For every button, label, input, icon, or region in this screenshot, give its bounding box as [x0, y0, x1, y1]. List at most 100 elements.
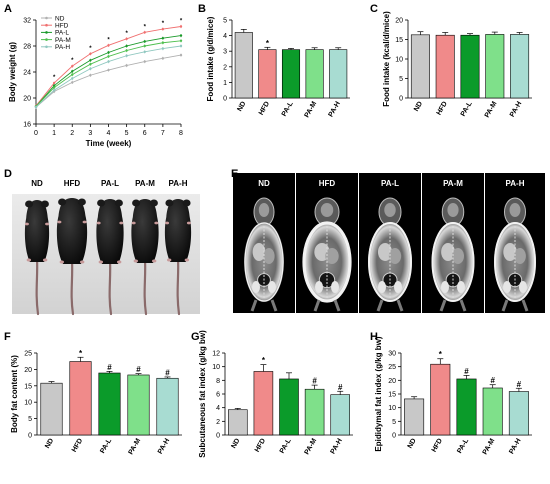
legend-label-pa-l: PA-L [55, 30, 69, 37]
mouse-paw [131, 221, 136, 225]
bar-pa-m [485, 34, 505, 99]
y-axis-label: Epididymal fat index (g/kg bw) [374, 336, 383, 451]
data-point [71, 70, 74, 73]
bar-pa-l [281, 49, 301, 99]
y-tick-label: 12 [212, 351, 220, 358]
data-point [89, 67, 92, 70]
legend-marker [45, 16, 48, 20]
y-tick-label: 5 [223, 18, 227, 25]
bar-hfd [435, 34, 455, 99]
data-point [161, 41, 165, 44]
x-tick-label: 7 [161, 130, 165, 137]
significance-mark: # [312, 377, 317, 386]
category-label: PA-M [482, 437, 497, 456]
mri-fat-pad [441, 281, 449, 293]
significance-mark: * [162, 21, 165, 27]
significance-mark: # [490, 376, 495, 385]
data-point [107, 44, 110, 47]
mri-fat-pad [378, 281, 386, 293]
data-point [71, 64, 74, 68]
body-fat-content-bar-chart: 0 5 10 15 20 25 Body fat content (%) ND * HFD # PA-… [10, 349, 182, 456]
bar-pa-h [508, 391, 529, 436]
x-axis-label: Time (week) [86, 139, 132, 148]
mouse-body [56, 198, 88, 264]
photo-header-hfd: HFD [64, 179, 81, 188]
category-label: HFD [258, 101, 271, 117]
category-label: PA-H [330, 438, 344, 456]
data-point [71, 77, 74, 80]
mri-fat-pad [268, 281, 276, 293]
y-tick-label: 10 [395, 57, 403, 64]
data-point [143, 60, 146, 63]
bar-pa-l [456, 378, 477, 436]
panel-label-g: G [191, 331, 200, 343]
data-point [125, 37, 128, 41]
y-tick-label: 1 [223, 80, 227, 87]
mouse-paw [133, 259, 139, 263]
mouse-paw [186, 221, 191, 225]
mouse-ear [25, 200, 34, 208]
mouse-ear [114, 199, 123, 207]
data-point [179, 25, 183, 28]
y-tick-label: 5 [28, 416, 32, 423]
photo-header-pa-h: PA-H [169, 179, 188, 188]
mouse-ear [97, 199, 106, 207]
mri-legs [250, 299, 278, 312]
mouse-ear [149, 199, 158, 207]
category-label: PA-L [279, 437, 293, 455]
mouse-ear [40, 200, 49, 208]
mri-fat-pad [315, 281, 323, 293]
food-intake-g-bar-chart: 0 1 2 3 4 5 Food intake (g/d/mice) ND * HFD PA-L PA… [206, 16, 350, 119]
photo-header-pa-m: PA-M [135, 179, 155, 188]
x-tick-label: 2 [70, 130, 74, 137]
y-tick-label: 30 [388, 351, 396, 358]
data-point [52, 84, 56, 87]
legend-label-pa-m: PA-M [55, 37, 71, 44]
mri-organ [388, 248, 402, 264]
data-point [52, 86, 56, 89]
bar-pa-h [510, 34, 530, 99]
y-tick-label: 3 [223, 49, 227, 56]
bar-pa-m [482, 387, 503, 436]
panel-label-a: A [4, 3, 12, 15]
panel-label-h: H [370, 331, 378, 343]
bar-hfd [430, 363, 451, 436]
y-axis-label: Subcutaneous fat index (g/kg bw) [198, 330, 207, 458]
significance-mark: * [53, 75, 56, 81]
data-point [161, 47, 165, 50]
y-axis-label: Body weight (g) [8, 42, 17, 102]
y-tick-label: 2 [216, 419, 220, 426]
y-tick-label: 0 [399, 96, 403, 103]
mri-legs [439, 299, 467, 312]
mri-legs [376, 299, 404, 312]
bar-pa-m [304, 388, 325, 436]
mouse-paw [26, 258, 32, 262]
significance-mark: * [89, 46, 92, 52]
data-point [125, 44, 128, 48]
mri-legs [313, 299, 341, 312]
bar-nd [40, 382, 63, 436]
category-label: ND [230, 438, 241, 450]
data-point [161, 37, 165, 40]
category-label: PA-M [304, 100, 319, 119]
y-tick-label: 24 [23, 70, 31, 77]
panel-label-f: F [4, 331, 11, 343]
mouse-paw [42, 258, 48, 262]
mri-fat-layer [302, 221, 352, 303]
legend-marker [45, 38, 48, 41]
data-point [107, 55, 110, 58]
y-tick-label: 20 [24, 367, 32, 374]
y-tick-label: 10 [388, 405, 396, 412]
y-axis-label: Food intake (g/d/mice) [206, 16, 215, 101]
data-point [107, 68, 110, 72]
category-label: HFD [71, 438, 84, 454]
significance-mark: * [439, 350, 443, 359]
y-tick-label: 10 [24, 400, 32, 407]
bar-nd [410, 34, 430, 99]
category-label: PA-L [281, 100, 295, 118]
y-tick-label: 25 [24, 351, 32, 358]
data-point [143, 50, 146, 54]
panel-label-d: D [4, 168, 12, 180]
significance-mark: * [266, 39, 270, 48]
